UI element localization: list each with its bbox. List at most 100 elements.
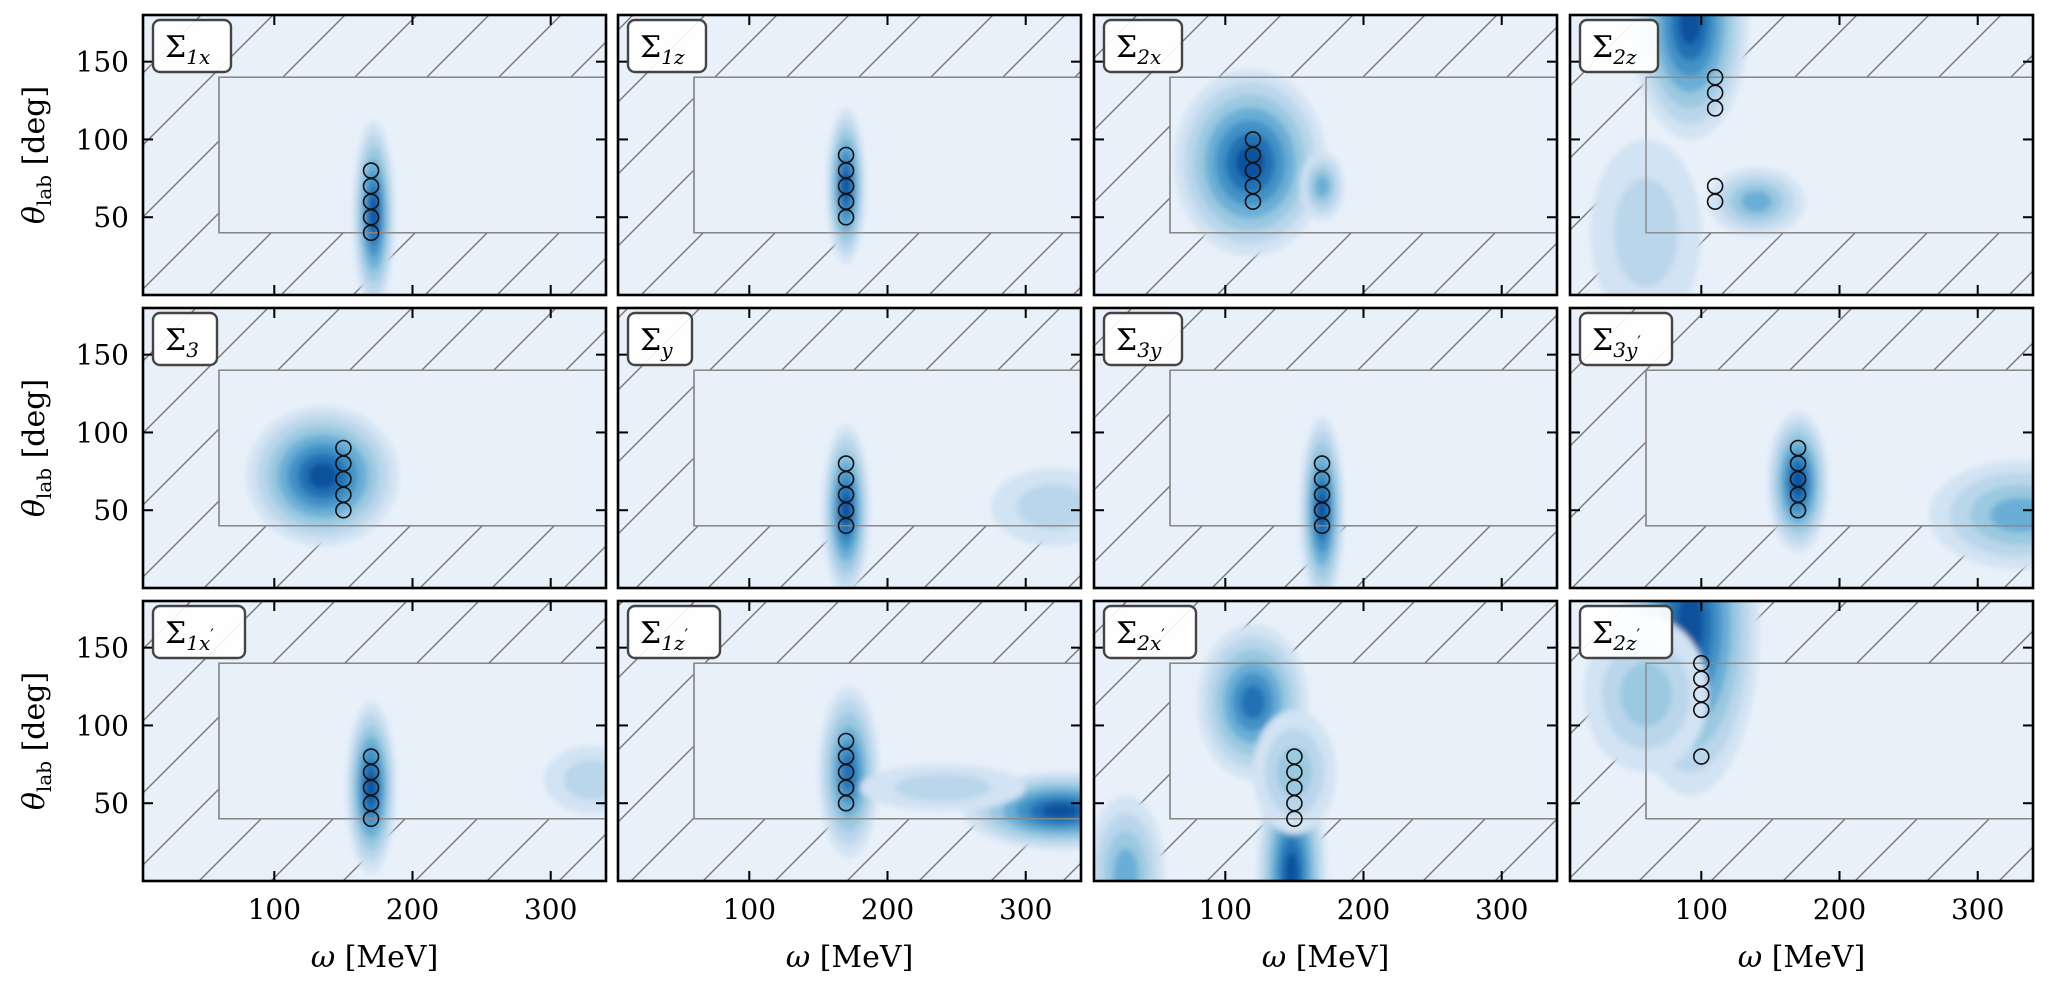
panel-label-box xyxy=(626,18,708,74)
contour-level-7 xyxy=(1317,492,1327,528)
panel-2: Σ1z xyxy=(616,13,1083,297)
panel-label-box xyxy=(1102,311,1184,367)
panel-label: Σ2z xyxy=(1592,30,1637,69)
y-tick-label: 100 xyxy=(76,416,129,449)
panel-8: Σ3y′ xyxy=(1568,306,2035,590)
contour-level-7 xyxy=(1679,15,1702,45)
panel-label-box xyxy=(626,604,722,660)
panel-frame xyxy=(616,306,1083,590)
contour-group xyxy=(1299,416,1345,588)
panel-11: Σ2x′ xyxy=(1092,599,1559,883)
contour-level-7 xyxy=(1792,468,1804,496)
measurement-point xyxy=(1286,748,1303,765)
x-tick-label: 100 xyxy=(1199,893,1252,926)
panel-label-box xyxy=(151,18,233,74)
measurement-point xyxy=(1313,455,1331,472)
panel-5: Σ3 xyxy=(141,306,608,590)
x-tick-label: 300 xyxy=(1951,893,2004,926)
y-tick-label: 100 xyxy=(76,123,129,156)
panel-label: Σ1x′ xyxy=(165,616,214,655)
y-tick-label: 50 xyxy=(93,201,129,234)
y-tick-label: 150 xyxy=(76,632,129,665)
panel-7: Σ3y xyxy=(1092,306,1559,590)
x-tick-label: 200 xyxy=(386,893,439,926)
panel-6: Σy xyxy=(616,306,1083,590)
panel-label: Σ3y′ xyxy=(1592,323,1641,362)
labels-layer: 50 100 150 θlab [deg] 50 100 150 θlab [deg] 50 10… xyxy=(17,46,2004,975)
valid-region-outline xyxy=(693,76,1081,234)
x-tick-label: 200 xyxy=(1337,893,1390,926)
panel-label-box xyxy=(1102,604,1198,660)
contour-level-7 xyxy=(1041,803,1079,819)
panel-label: Σ2x′ xyxy=(1116,616,1165,655)
measurement-point xyxy=(1692,748,1710,765)
contour-group xyxy=(1583,601,1760,796)
contour-level-2 xyxy=(563,759,606,800)
panel-label-box xyxy=(1578,311,1674,367)
panel-label: Σ1z xyxy=(640,30,685,69)
contour-level-4 xyxy=(1113,848,1139,881)
x-tick-label: 300 xyxy=(999,893,1052,926)
measurement-point xyxy=(837,732,855,750)
contour-level-7 xyxy=(1285,852,1299,881)
panel-1: Σ1x xyxy=(141,13,608,297)
panel-frame xyxy=(1092,306,1559,590)
x-axis-label: ω [MeV] xyxy=(1262,940,1390,975)
panel-frame xyxy=(616,13,1083,297)
panel-frame xyxy=(1092,599,1559,883)
contour-group xyxy=(826,108,866,264)
contour-group xyxy=(818,686,1081,858)
measurement-point xyxy=(362,748,380,765)
panel-label: Σ3 xyxy=(165,323,199,362)
contour-level-3 xyxy=(1277,746,1312,798)
panel-label: Σ3y xyxy=(1116,323,1162,362)
panel-frame xyxy=(1092,13,1559,297)
panel-label: Σ2x xyxy=(1116,30,1161,69)
panel-label: Σ1z′ xyxy=(640,616,688,655)
contour-level-7 xyxy=(366,771,376,804)
valid-region-outline xyxy=(218,76,606,234)
panel-label-box xyxy=(151,604,247,660)
panel-frame xyxy=(141,599,608,883)
contour-level-7 xyxy=(842,171,850,201)
valid-region-outline xyxy=(693,369,1081,527)
contour-group xyxy=(246,406,399,546)
measurement-point xyxy=(362,162,380,179)
valid-region-box xyxy=(1169,369,1557,527)
contour-level-6 xyxy=(1240,685,1266,720)
x-tick-label: 300 xyxy=(524,893,577,926)
valid-region-box xyxy=(693,76,1081,234)
panel-label: Σ2z′ xyxy=(1592,616,1640,655)
measurement-point xyxy=(837,455,855,472)
contour-level-4 xyxy=(1741,190,1772,213)
panel-label: Σy xyxy=(640,323,673,362)
panel-9: Σ1x′ xyxy=(141,599,608,883)
measurement-point xyxy=(1789,439,1807,457)
contour-level-7 xyxy=(308,462,338,490)
panel-4: Σ2z xyxy=(1568,13,2035,297)
panel-frame xyxy=(1568,306,2035,590)
panel-label-box xyxy=(626,311,694,367)
x-tick-label: 200 xyxy=(1813,893,1866,926)
measurement-point xyxy=(837,146,855,164)
measurement-point xyxy=(1244,131,1262,148)
x-axis-label: ω [MeV] xyxy=(786,940,914,975)
panel-label-box xyxy=(1102,18,1184,74)
contour-level-4 xyxy=(1315,175,1330,197)
y-tick-label: 150 xyxy=(76,46,129,79)
y-tick-label: 50 xyxy=(93,494,129,527)
valid-region-box xyxy=(218,76,606,234)
contour-level-6 xyxy=(842,753,856,791)
panel-frame xyxy=(1568,599,2035,883)
panel-frame xyxy=(141,13,608,297)
panel-12: Σ2z′ xyxy=(1568,599,2035,883)
panel-frame xyxy=(141,306,608,590)
valid-region-outline xyxy=(693,662,1081,820)
measurement-point xyxy=(1706,68,1724,86)
y-tick-label: 150 xyxy=(76,339,129,372)
x-tick-label: 100 xyxy=(723,893,776,926)
y-tick-label: 50 xyxy=(93,787,129,820)
measurement-point xyxy=(335,439,352,457)
panel-frame xyxy=(616,599,1083,883)
